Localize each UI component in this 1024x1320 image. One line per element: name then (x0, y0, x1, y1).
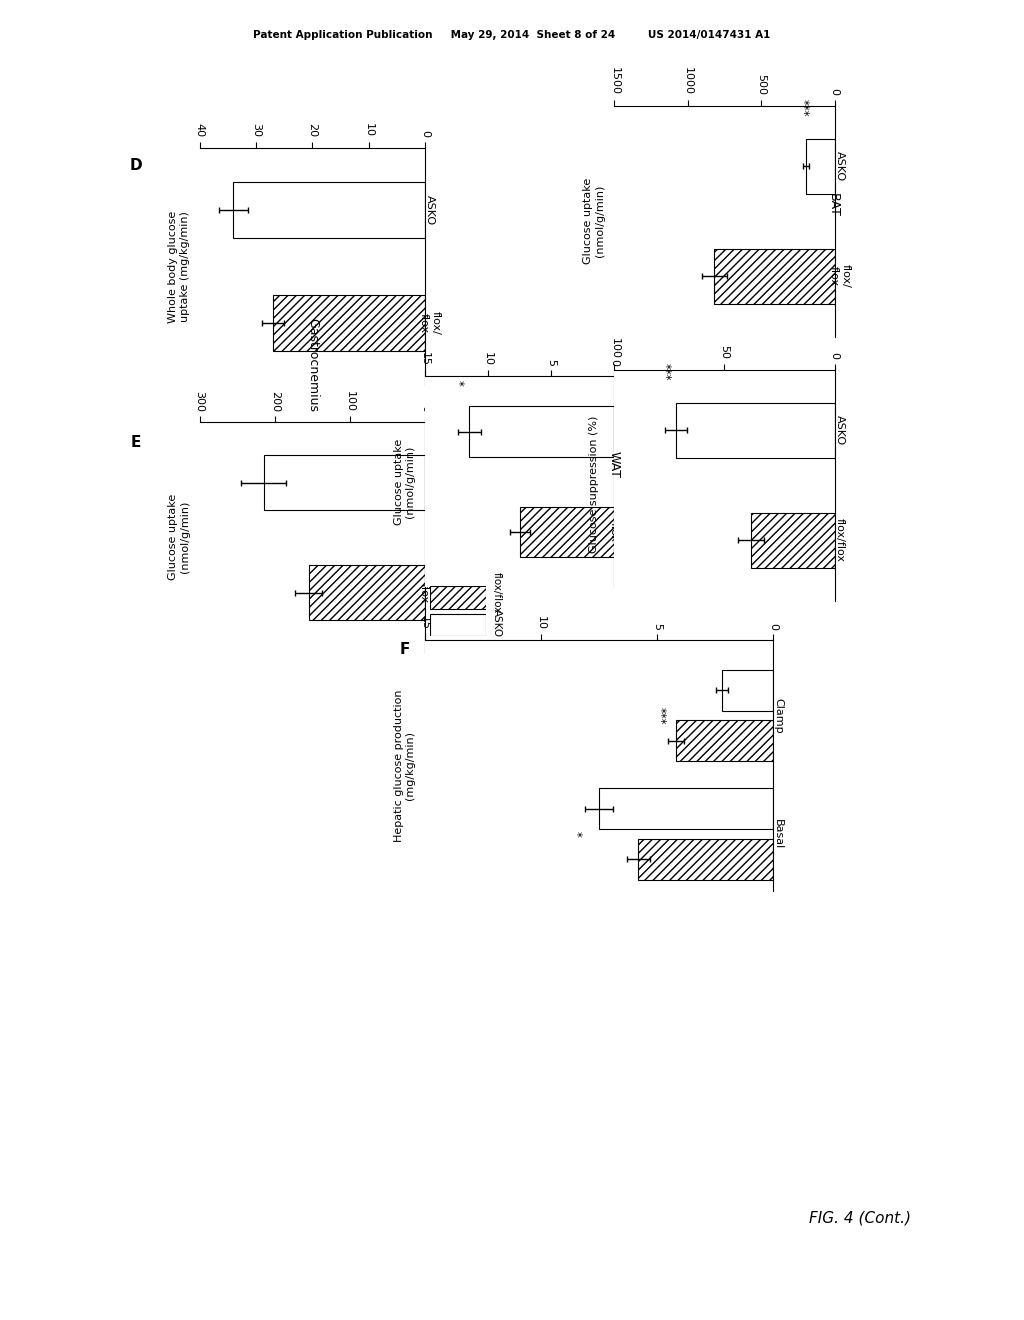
Text: flox/flox: flox/flox (492, 572, 502, 614)
Text: WAT: WAT (608, 451, 621, 478)
Text: Patent Application Publication     May 29, 2014  Sheet 8 of 24         US 2014/0: Patent Application Publication May 29, 2… (253, 30, 771, 41)
Text: BAT: BAT (827, 193, 840, 216)
Bar (806, 139, 835, 194)
Text: *: * (452, 380, 464, 387)
Bar (233, 182, 425, 239)
Bar (430, 586, 486, 609)
Text: Hepatic glucose production
(mg/kg/min): Hepatic glucose production (mg/kg/min) (393, 689, 416, 842)
Text: Whole body glucose
uptake (mg/kg/min): Whole body glucose uptake (mg/kg/min) (168, 210, 190, 323)
Bar (308, 565, 425, 620)
Text: Glucose suppression (%): Glucose suppression (%) (589, 416, 599, 553)
Bar (751, 512, 835, 568)
Text: FIG. 4 (Cont.): FIG. 4 (Cont.) (809, 1210, 911, 1226)
Text: E: E (131, 434, 141, 450)
Text: Glucose uptake
(nmol/g/min): Glucose uptake (nmol/g/min) (583, 177, 605, 264)
Text: F: F (399, 642, 410, 657)
Bar (676, 719, 773, 762)
Bar (639, 838, 773, 879)
Text: ***: *** (797, 99, 809, 116)
Text: ASKO: ASKO (492, 609, 502, 638)
Bar (714, 248, 835, 304)
Bar (263, 455, 425, 511)
Text: D: D (130, 157, 142, 173)
Text: ***: *** (654, 706, 667, 725)
Text: Glucose uptake
(nmol/g/min): Glucose uptake (nmol/g/min) (393, 438, 416, 525)
Bar (722, 669, 773, 711)
Text: Gastrocnemius: Gastrocnemius (306, 318, 318, 412)
Text: ***: *** (658, 363, 672, 380)
Bar (676, 403, 835, 458)
Bar (272, 294, 425, 351)
Text: Glucose uptake
(nmol/g/min): Glucose uptake (nmol/g/min) (168, 494, 190, 581)
Bar (599, 788, 773, 829)
Bar (430, 614, 486, 636)
Text: *: * (569, 832, 583, 837)
Bar (469, 407, 614, 457)
Bar (519, 507, 614, 557)
